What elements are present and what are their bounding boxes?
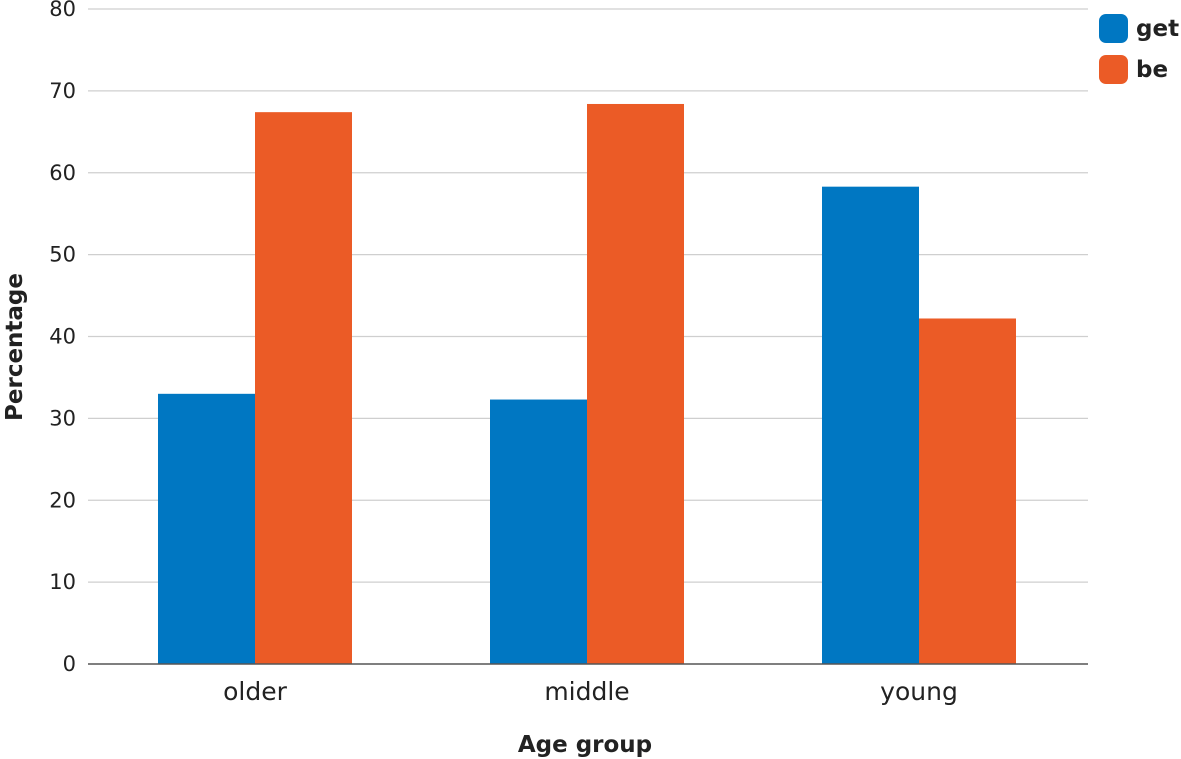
bar-be-young bbox=[919, 318, 1016, 664]
y-tick-label: 0 bbox=[63, 652, 76, 676]
y-tick-label: 40 bbox=[49, 325, 76, 349]
y-tick-label: 60 bbox=[49, 161, 76, 185]
y-axis-title: Percentage bbox=[2, 273, 28, 421]
bar-be-middle bbox=[587, 103, 684, 665]
legend-label-get: get bbox=[1136, 16, 1179, 42]
x-axis-ticks: older middle young bbox=[223, 677, 958, 706]
legend-swatch-get bbox=[1099, 14, 1128, 43]
bar-get-young bbox=[822, 186, 919, 664]
legend-label-be: be bbox=[1136, 57, 1168, 83]
legend: get be bbox=[1099, 14, 1179, 84]
bar-get-middle bbox=[490, 399, 587, 664]
y-tick-label: 50 bbox=[49, 243, 76, 267]
bar-get-older bbox=[158, 393, 255, 664]
y-tick-label: 70 bbox=[49, 79, 76, 103]
legend-swatch-be bbox=[1099, 55, 1128, 84]
y-tick-label: 80 bbox=[49, 0, 76, 21]
bar-be-older bbox=[255, 112, 352, 665]
x-tick-label: middle bbox=[544, 677, 629, 706]
x-tick-label: young bbox=[880, 677, 958, 706]
y-tick-label: 30 bbox=[49, 406, 76, 430]
bars bbox=[158, 103, 1016, 665]
y-axis-ticks: 0 10 20 30 40 50 60 70 80 bbox=[49, 0, 76, 676]
y-tick-label: 20 bbox=[49, 488, 76, 512]
x-axis-title: Age group bbox=[518, 732, 652, 758]
x-tick-label: older bbox=[223, 677, 287, 706]
y-tick-label: 10 bbox=[49, 570, 76, 594]
